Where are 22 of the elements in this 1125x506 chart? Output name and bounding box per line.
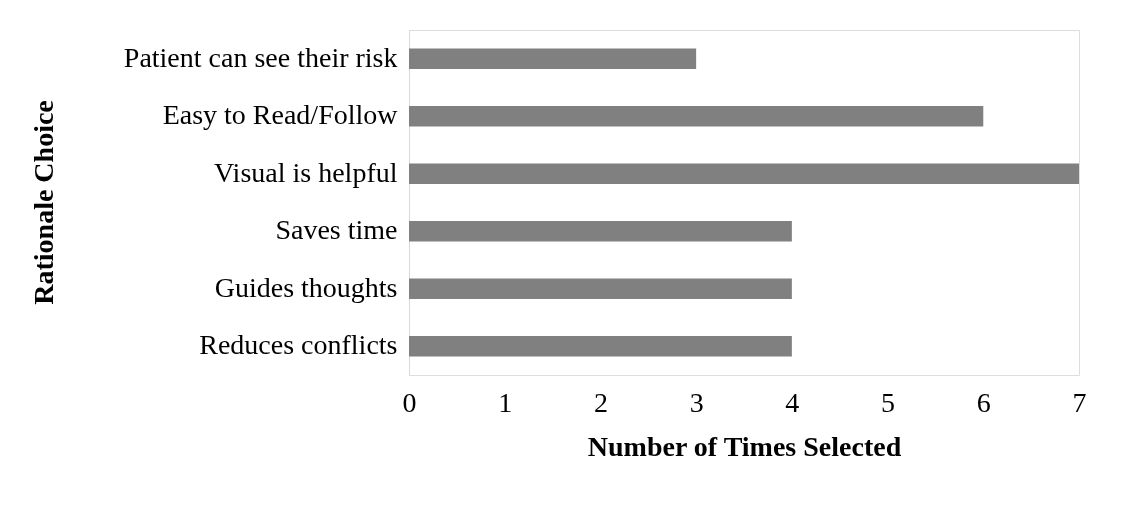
x-tick-label: 7 <box>1072 386 1087 418</box>
y-tick-label: Easy to Read/Follow <box>162 99 399 131</box>
x-tick-label: 5 <box>881 386 896 418</box>
y-tick-label: Saves time <box>275 214 398 246</box>
x-tick-label: 1 <box>498 386 513 418</box>
bar <box>409 48 697 70</box>
x-axis-title: Number of Times Selected <box>587 430 902 462</box>
y-tick-label: Reduces conflicts <box>199 329 398 361</box>
y-axis-title: Rationale Choice <box>27 100 59 305</box>
bar <box>409 335 792 357</box>
bar <box>409 278 792 300</box>
bar <box>409 105 984 127</box>
x-tick-label: 3 <box>689 386 704 418</box>
x-tick-label: 0 <box>402 386 417 418</box>
y-tick-label: Visual is helpful <box>214 156 398 188</box>
bar <box>409 220 792 242</box>
x-tick-label: 6 <box>976 386 991 418</box>
y-tick-label: Guides thoughts <box>214 271 398 303</box>
x-tick-label: 2 <box>593 386 608 418</box>
y-tick-label: Patient can see their risk <box>123 41 398 73</box>
bar <box>409 163 1079 185</box>
x-tick-label: 4 <box>785 386 800 418</box>
